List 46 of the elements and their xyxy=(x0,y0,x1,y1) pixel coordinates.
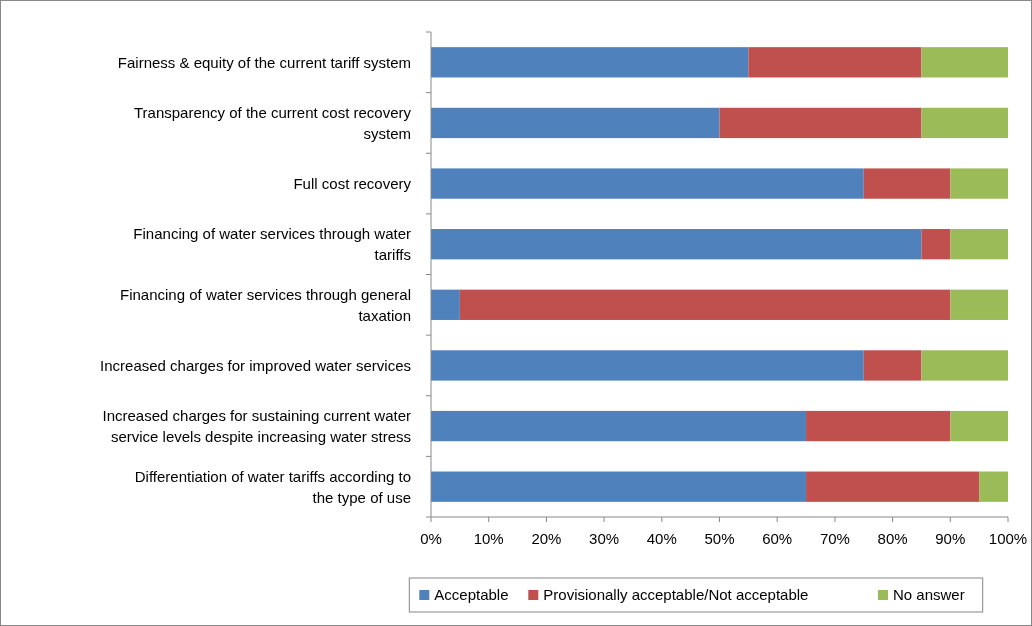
bar xyxy=(950,289,1008,320)
x-tick-label: 70% xyxy=(819,530,850,547)
bar xyxy=(431,229,922,260)
legend-label: No answer xyxy=(893,586,965,603)
bar xyxy=(806,471,980,502)
x-tick-label: 90% xyxy=(935,530,966,547)
bar xyxy=(950,229,1008,260)
bar xyxy=(431,410,807,442)
y-tick-label: Transparency of the current cost recovery system xyxy=(133,104,412,143)
bar xyxy=(921,107,1008,139)
x-tick-label: 50% xyxy=(704,530,735,547)
x-tick-label: 30% xyxy=(589,530,620,547)
bar xyxy=(431,168,864,199)
bar xyxy=(431,47,749,78)
bar xyxy=(431,471,807,502)
bar xyxy=(950,410,1008,442)
bar xyxy=(459,289,951,320)
x-tick-label: 0% xyxy=(420,530,442,547)
x-tick-label: 40% xyxy=(646,530,677,547)
x-tick-label: 80% xyxy=(877,530,908,547)
y-tick-label: Financing of water services through general taxation xyxy=(120,286,411,325)
bar xyxy=(921,47,1008,78)
y-tick-label: Increased charges for sustaining current water service levels despite increasing water stress xyxy=(102,407,411,446)
bar xyxy=(431,289,460,320)
x-tick-label: 20% xyxy=(531,530,562,547)
x-tick-label: 60% xyxy=(762,530,793,547)
bar xyxy=(748,47,922,78)
legend-label: Acceptable xyxy=(434,586,509,603)
bar xyxy=(806,410,951,442)
y-tick-label: Full cost recovery xyxy=(293,174,412,192)
bar xyxy=(431,350,864,381)
bar xyxy=(863,350,922,381)
y-tick-label: Differentiation of water tariffs according to the type of use xyxy=(134,467,411,506)
legend-label: Provisionally acceptable/Not acceptable xyxy=(543,586,809,603)
y-tick-label: Financing of water services through water tariffs xyxy=(133,225,411,264)
bar xyxy=(921,229,951,260)
bar xyxy=(979,471,1008,502)
bar xyxy=(921,350,1008,381)
bar xyxy=(863,168,951,199)
bar xyxy=(950,168,1008,199)
x-tick-label: 100% xyxy=(988,530,1028,547)
y-tick-label: Fairness & equity of the current tariff system xyxy=(117,53,411,71)
bar xyxy=(719,107,922,139)
x-tick-label: 10% xyxy=(473,530,504,547)
bar xyxy=(431,107,720,139)
y-tick-label: Increased charges for improved water services xyxy=(100,356,411,374)
